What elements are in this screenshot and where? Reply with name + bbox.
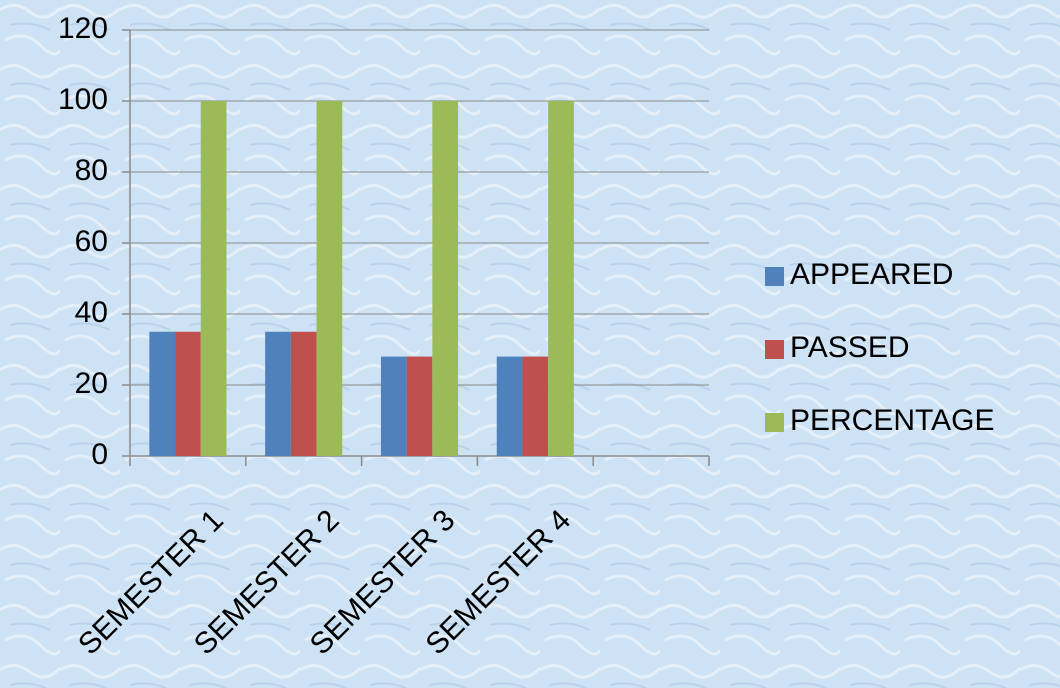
y-tick-label: 40 [75, 296, 108, 329]
bar [175, 331, 201, 456]
y-tick-label: 80 [75, 154, 108, 187]
bar [432, 101, 459, 456]
bar [522, 356, 549, 456]
bar [548, 101, 574, 456]
bar [406, 356, 433, 456]
legend-label: APPEARED [790, 258, 953, 291]
y-tick-label: 100 [58, 83, 108, 116]
bar [149, 331, 176, 456]
bar [200, 101, 227, 456]
bar [265, 331, 291, 456]
y-tick-label: 0 [91, 438, 108, 471]
legend-swatch [765, 267, 784, 286]
y-tick-label: 120 [58, 12, 108, 45]
bar [316, 101, 343, 456]
y-tick-label: 60 [75, 225, 108, 258]
bar [380, 356, 407, 456]
legend-label: PERCENTAGE [790, 404, 994, 437]
legend-label: PASSED [790, 331, 910, 364]
bar [290, 331, 317, 456]
legend-swatch [765, 340, 784, 359]
bar [496, 356, 523, 456]
y-tick-label: 20 [75, 367, 108, 400]
legend-swatch [765, 413, 784, 432]
